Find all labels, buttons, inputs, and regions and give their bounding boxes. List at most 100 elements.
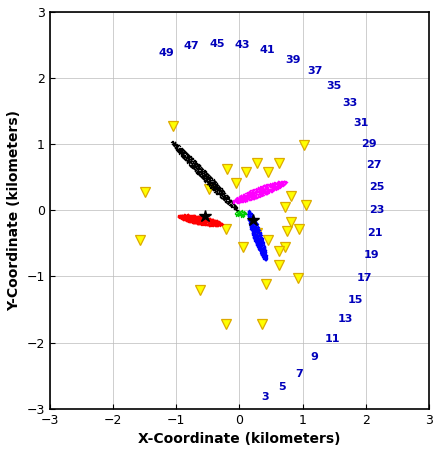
Point	[235, 211, 242, 218]
Point	[244, 191, 251, 198]
Point	[229, 197, 236, 204]
Point	[199, 215, 206, 222]
Point	[250, 221, 257, 228]
Point	[253, 192, 260, 199]
Point	[249, 215, 257, 222]
Point	[260, 254, 267, 261]
Point	[198, 168, 205, 175]
Point	[185, 153, 192, 160]
Point	[252, 220, 259, 227]
Point	[258, 236, 265, 243]
Point	[261, 252, 268, 260]
Point	[224, 200, 231, 207]
Point	[260, 183, 267, 190]
Point	[226, 200, 233, 207]
Point	[247, 218, 254, 225]
Point	[282, 178, 290, 186]
Point	[212, 181, 219, 188]
Point	[212, 221, 219, 228]
Point	[251, 220, 258, 227]
Point	[172, 144, 179, 151]
Point	[256, 238, 263, 245]
Point	[257, 236, 264, 244]
Point	[253, 241, 260, 248]
Point	[210, 178, 217, 185]
Point	[179, 212, 186, 219]
Point	[198, 171, 205, 178]
Point	[262, 253, 269, 260]
Point	[180, 214, 187, 221]
Point	[279, 177, 286, 184]
Point	[276, 179, 283, 187]
Point	[209, 217, 216, 225]
Point	[191, 212, 198, 220]
Point	[251, 236, 258, 244]
Point	[240, 208, 247, 216]
Point	[180, 151, 187, 159]
Point	[248, 210, 255, 217]
Point	[246, 209, 253, 216]
Point	[249, 190, 257, 198]
Point	[210, 186, 217, 193]
Point	[253, 240, 260, 247]
Point	[192, 164, 199, 171]
Point	[189, 216, 196, 223]
Point	[257, 243, 264, 250]
Point	[249, 218, 256, 225]
Point	[255, 184, 262, 192]
Point	[235, 195, 242, 202]
Point	[214, 186, 221, 193]
Point	[258, 244, 265, 251]
Point	[253, 241, 260, 248]
Point	[192, 163, 199, 170]
Point	[253, 190, 260, 198]
Point	[194, 213, 201, 220]
Point	[216, 220, 224, 227]
Point	[246, 221, 253, 228]
Point	[204, 215, 211, 222]
Point	[262, 250, 269, 257]
Point	[258, 241, 265, 248]
Point	[248, 228, 255, 235]
Point	[247, 222, 254, 230]
Point	[180, 147, 187, 154]
Point	[242, 194, 249, 201]
Point	[198, 217, 205, 224]
Point	[253, 231, 260, 238]
Point	[260, 246, 268, 253]
Point	[255, 236, 262, 243]
Point	[256, 239, 263, 246]
Point	[253, 222, 260, 230]
Point	[247, 224, 254, 231]
Point	[194, 164, 202, 171]
Point	[211, 177, 218, 184]
Point	[200, 175, 207, 182]
Point	[198, 174, 205, 182]
Point	[239, 210, 246, 217]
Point	[252, 193, 259, 200]
Point	[213, 186, 220, 193]
Point	[213, 217, 220, 224]
Point	[261, 255, 268, 262]
Point	[225, 195, 232, 202]
Point	[252, 188, 259, 196]
Point	[187, 218, 194, 225]
Point	[276, 181, 283, 188]
Point	[233, 194, 240, 202]
Point	[213, 218, 220, 226]
Point	[261, 248, 268, 255]
Point	[180, 154, 187, 161]
Point	[212, 181, 219, 188]
Point	[251, 227, 258, 235]
Point	[194, 217, 201, 225]
Point	[180, 214, 187, 221]
Point	[199, 220, 206, 227]
Point	[239, 208, 246, 216]
Point	[249, 225, 256, 232]
Point	[278, 181, 285, 188]
Point	[248, 195, 255, 202]
Point	[212, 219, 219, 226]
Point	[250, 225, 257, 232]
Point	[210, 183, 217, 190]
Point	[255, 243, 262, 250]
